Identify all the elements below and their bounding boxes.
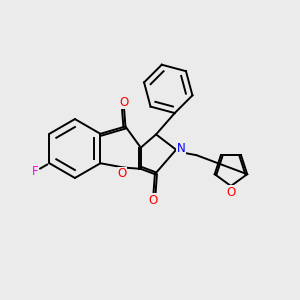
Text: N: N — [177, 142, 186, 155]
Text: F: F — [32, 165, 39, 178]
Text: O: O — [117, 167, 127, 181]
Text: O: O — [119, 95, 129, 109]
Text: O: O — [149, 194, 158, 207]
Text: O: O — [226, 186, 236, 199]
